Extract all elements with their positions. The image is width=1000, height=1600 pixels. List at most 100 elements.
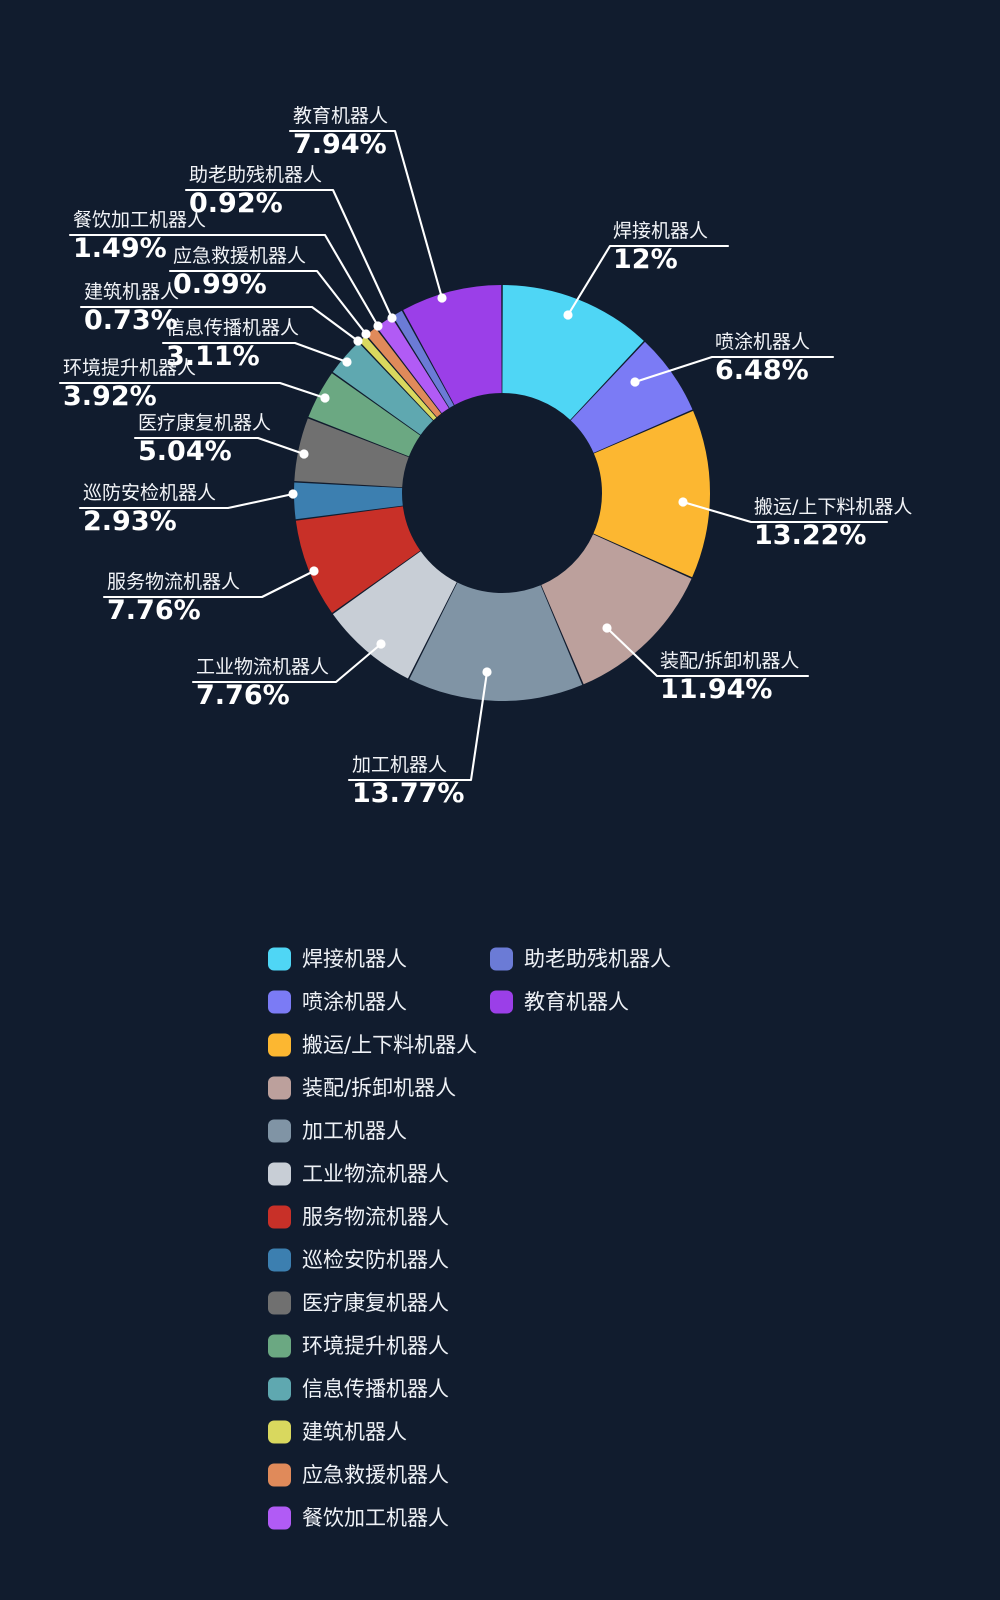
pie-slice[interactable]	[294, 482, 403, 520]
callout-leader-line	[184, 188, 394, 320]
pie-slice[interactable]	[294, 418, 409, 488]
callout-anchor-dot	[630, 377, 640, 387]
pie-slice[interactable]	[332, 342, 433, 435]
pie-slice[interactable]	[392, 310, 454, 408]
pie-slice[interactable]	[295, 506, 421, 613]
legend-item[interactable]: 喷涂机器人	[268, 990, 407, 1014]
callout-leader-line	[102, 569, 316, 599]
callout-category-name: 加工机器人	[352, 754, 447, 776]
callout-category-name: 助老助残机器人	[189, 164, 322, 186]
callout-leader-line	[347, 670, 489, 782]
callout-percent-value: 7.94%	[293, 129, 387, 160]
legend-item[interactable]: 焊接机器人	[268, 947, 407, 971]
legend-item-label: 餐饮加工机器人	[302, 1506, 449, 1530]
callout-anchor-dot	[678, 497, 688, 507]
pie-slice[interactable]	[570, 341, 693, 453]
callout-category-name: 应急救援机器人	[173, 245, 306, 267]
pie-slice[interactable]	[332, 551, 457, 679]
pie-slice[interactable]	[359, 336, 437, 421]
callout-category-name: 装配/拆卸机器人	[660, 650, 799, 672]
legend: 焊接机器人喷涂机器人搬运/上下料机器人装配/拆卸机器人加工机器人工业物流机器人服…	[268, 947, 671, 1530]
callout-anchor-dot	[320, 393, 330, 403]
callout-category-name: 服务物流机器人	[107, 571, 240, 593]
callout-percent-value: 0.92%	[189, 188, 283, 219]
callout-anchor-dot	[376, 639, 386, 649]
legend-item[interactable]: 加工机器人	[268, 1119, 407, 1143]
legend-item-label: 工业物流机器人	[302, 1162, 449, 1186]
legend-item[interactable]: 教育机器人	[490, 990, 629, 1014]
callout-category-name: 环境提升机器人	[63, 357, 196, 379]
callout-category-name: 工业物流机器人	[196, 656, 329, 678]
callout-leader-line	[605, 626, 810, 678]
legend-item[interactable]: 餐饮加工机器人	[268, 1506, 449, 1530]
callout-category-name: 教育机器人	[293, 105, 388, 127]
callout-leader-line	[566, 244, 730, 317]
pie-slice[interactable]	[541, 534, 692, 685]
callout-category-name: 建筑机器人	[84, 281, 179, 303]
callout-percent-value: 1.49%	[73, 233, 167, 264]
callout-anchor-dot	[299, 449, 309, 459]
callout-leader-line	[79, 305, 360, 343]
callout-leader-line	[168, 269, 368, 336]
callout-leader-line	[78, 492, 295, 510]
pie-slice[interactable]	[403, 285, 502, 406]
legend-item[interactable]: 搬运/上下料机器人	[268, 1033, 477, 1057]
callout-anchor-dot	[437, 293, 447, 303]
pie-slice[interactable]	[376, 316, 449, 414]
callout-anchor-dot	[353, 336, 363, 346]
callout-leader-line	[133, 436, 306, 456]
legend-item-label: 应急救援机器人	[302, 1463, 449, 1487]
callout-percent-value: 0.73%	[84, 305, 178, 336]
legend-item[interactable]: 助老助残机器人	[490, 947, 671, 971]
legend-item[interactable]: 应急救援机器人	[268, 1463, 449, 1487]
callout-category-name: 搬运/上下料机器人	[754, 496, 912, 518]
legend-item[interactable]: 装配/拆卸机器人	[268, 1076, 456, 1100]
legend-item-label: 建筑机器人	[302, 1420, 407, 1444]
legend-item[interactable]: 信息传播机器人	[268, 1377, 449, 1401]
legend-item[interactable]: 巡检安防机器人	[268, 1248, 449, 1272]
callout-percent-value: 11.94%	[660, 674, 772, 705]
callout-percent-value: 12%	[613, 244, 678, 275]
callout-percent-value: 2.93%	[83, 506, 177, 537]
legend-swatch	[268, 990, 291, 1014]
legend-swatch	[268, 1334, 291, 1358]
pie-slice[interactable]	[409, 582, 583, 701]
callout-leader-line	[288, 129, 444, 300]
legend-item[interactable]: 服务物流机器人	[268, 1205, 449, 1229]
legend-swatch	[268, 1377, 291, 1401]
legend-item-label: 装配/拆卸机器人	[302, 1076, 456, 1100]
legend-item[interactable]: 工业物流机器人	[268, 1162, 449, 1186]
legend-item-label: 环境提升机器人	[302, 1334, 449, 1358]
legend-item[interactable]: 环境提升机器人	[268, 1334, 449, 1358]
pie-slice[interactable]	[502, 285, 644, 420]
pie-slice[interactable]	[308, 373, 421, 457]
legend-item-label: 服务物流机器人	[302, 1205, 449, 1229]
legend-item-label: 助老助残机器人	[524, 947, 671, 971]
legend-item[interactable]: 建筑机器人	[268, 1420, 407, 1444]
legend-item-label: 医疗康复机器人	[302, 1291, 449, 1315]
pie-slices-group	[294, 285, 710, 701]
callout-anchor-dot	[342, 357, 352, 367]
legend-item[interactable]: 医疗康复机器人	[268, 1291, 449, 1315]
callout-percent-value: 0.99%	[173, 269, 267, 300]
pie-slice[interactable]	[593, 410, 710, 578]
pie-slice[interactable]	[366, 327, 442, 418]
legend-item-label: 巡检安防机器人	[302, 1248, 449, 1272]
callout-category-name: 医疗康复机器人	[138, 412, 271, 434]
callout-percent-value: 13.22%	[754, 520, 866, 551]
callout-leader-line	[58, 381, 327, 400]
callout-category-name: 喷涂机器人	[715, 331, 810, 353]
